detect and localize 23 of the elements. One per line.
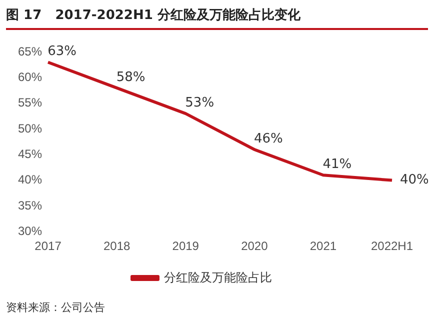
legend-label: 分红险及万能险占比 — [164, 270, 272, 284]
text: 46% — [254, 131, 283, 146]
text: 资料来源：公司公告 — [6, 300, 105, 315]
text: 40% — [400, 172, 429, 188]
y-tick-label: 30% — [18, 224, 42, 238]
text: 41% — [322, 157, 352, 172]
y-tick-label: 35% — [18, 198, 42, 212]
text: 53% — [185, 95, 214, 110]
x-tick-label: 2022H1 — [370, 239, 414, 254]
y-tick-label: 55% — [18, 96, 42, 110]
chart-title: 图 17 2017-2022H1 分红险及万能险占比变化 — [6, 6, 428, 30]
y-tick-label: 45% — [18, 146, 42, 161]
x-tick-label: 2020 — [241, 239, 268, 254]
text: 58% — [116, 70, 146, 85]
x-tick-label: 2018 — [103, 239, 130, 254]
x-tick-label: 2021 — [310, 239, 337, 254]
x-tick-label: 2019 — [172, 239, 200, 254]
text: 63% — [48, 44, 76, 60]
x-tick-label: 2017 — [34, 239, 62, 254]
y-tick-label: 50% — [18, 121, 42, 136]
y-tick-label: 60% — [18, 70, 42, 84]
y-tick-label: 65% — [18, 44, 42, 58]
y-tick-label: 40% — [18, 172, 42, 187]
